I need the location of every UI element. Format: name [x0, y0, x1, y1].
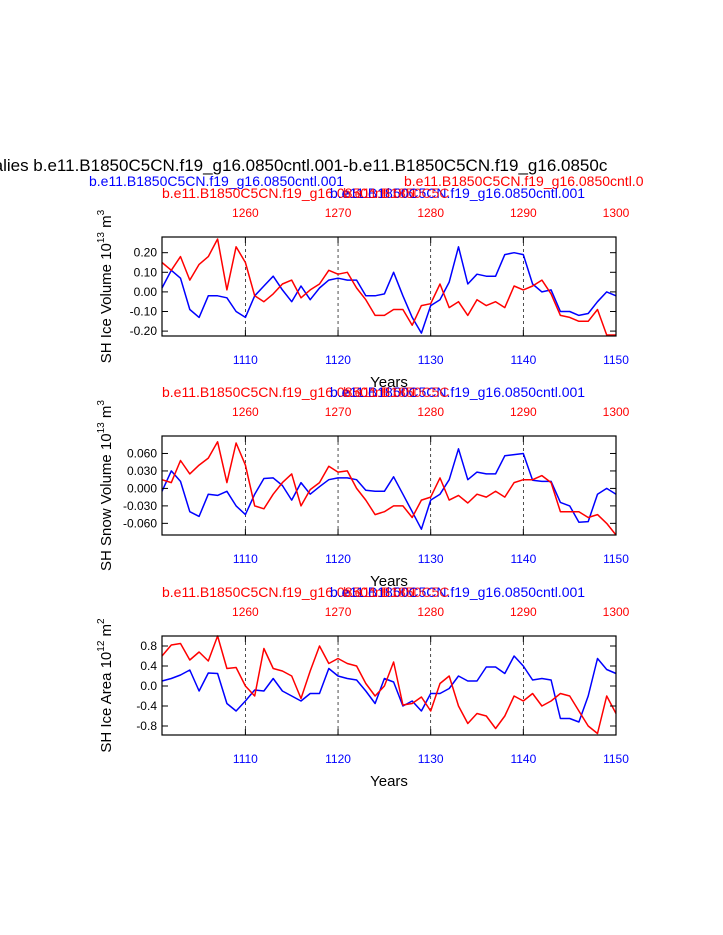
- series-line-red: [161, 238, 616, 336]
- y-tick-label: 0.00: [134, 285, 158, 299]
- y-axis-title-part: 12: [96, 640, 107, 652]
- x-tick-label-bottom: 1150: [603, 552, 629, 566]
- plot-frame: [161, 635, 617, 736]
- chart-panel-2: b.e11.B1850C5CN.f19_g16.0850cntl.001b.e1…: [96, 384, 630, 590]
- y-axis-title-part: 13: [96, 422, 107, 434]
- y-tick-label: 0.4: [140, 659, 157, 673]
- x-tick-label-top: 1270: [325, 206, 352, 220]
- y-tick-label: -0.030: [123, 499, 157, 513]
- x-tick-label-bottom: 1120: [325, 752, 351, 766]
- series-line-blue: [161, 655, 617, 723]
- top-blue-series-label: b.e11.B1850C5CN.f19_g16.0850cntl.001: [330, 185, 585, 201]
- top-red-series-label: b.e11.B1850C5CN.f19_g16.0850cntl.001: [162, 384, 417, 400]
- y-tick-label: -0.4: [136, 699, 157, 713]
- x-tick-label-top: 1260: [232, 206, 259, 220]
- x-tick-label-bottom: 1140: [510, 552, 536, 566]
- plot-frame: [161, 236, 617, 337]
- y-tick-label: 0.10: [134, 265, 158, 279]
- y-axis-title-part: SH Snow Volume 10: [98, 433, 115, 571]
- y-axis-title-part: m: [98, 624, 115, 641]
- top-red-series-label: b.e11.B1850C5CN.f19_g16.0850cntl.001: [162, 185, 417, 201]
- x-tick-label-top: 1260: [232, 405, 259, 419]
- top-red-series-label: b.e11.B1850C5CN.f19_g16.0850cntl.001: [162, 584, 417, 600]
- y-axis-title-part: SH Ice Volume 10: [98, 243, 115, 363]
- top-blue-series-label: b.e11.B1850C5CN.f19_g16.0850cntl.001: [330, 584, 585, 600]
- y-axis-title: SH Ice Volume 1013 m3: [96, 209, 115, 363]
- top-center-label: b.e11.B1850C5C: [343, 584, 449, 600]
- x-tick-label-bottom: 1150: [603, 353, 629, 367]
- y-tick-label: -0.8: [136, 719, 157, 733]
- x-tick-label-top: 1290: [510, 206, 537, 220]
- y-tick-label: 0.060: [127, 446, 157, 460]
- series-line-red: [161, 635, 617, 735]
- x-tick-label-top: 1280: [417, 605, 444, 619]
- series-line-red: [161, 441, 617, 536]
- y-axis-title-part: 13: [96, 232, 107, 244]
- x-tick-label-bottom: 1140: [510, 353, 536, 367]
- y-tick-label: -0.10: [130, 304, 158, 318]
- y-axis-title-part: 3: [96, 209, 107, 215]
- panels: b.e11.B1850C5CN.f19_g16.0850cntl.001b.e1…: [96, 185, 630, 790]
- y-axis-title-part: m: [98, 215, 115, 232]
- x-tick-label-bottom: 1110: [233, 752, 258, 766]
- y-tick-label: 0.030: [127, 464, 157, 478]
- x-tick-label-top: 1290: [510, 605, 537, 619]
- x-tick-label-top: 1270: [325, 605, 352, 619]
- top-center-label: b.e11.B1850C5C: [343, 185, 449, 201]
- y-tick-label: 0.0: [140, 679, 157, 693]
- legend-red-label: b.e11.B1850C5CN.f19_g16.0850cntl.0: [404, 173, 644, 189]
- plot-frame: [161, 435, 617, 536]
- x-tick-label-top: 1300: [603, 605, 630, 619]
- y-tick-label: 0.8: [140, 639, 157, 653]
- y-tick-label: -0.060: [123, 516, 157, 530]
- x-axis-title: Years: [370, 573, 408, 590]
- x-tick-label-top: 1280: [417, 405, 444, 419]
- legend-blue-label: b.e11.B1850C5CN.f19_g16.0850cntl.001: [89, 173, 344, 189]
- y-axis-title: SH Ice Area 1012 m2: [96, 618, 115, 753]
- chart-panel-3: b.e11.B1850C5CN.f19_g16.0850cntl.001b.e1…: [96, 584, 630, 790]
- x-tick-label-bottom: 1130: [418, 552, 444, 566]
- y-axis-title: SH Snow Volume 1013 m3: [96, 400, 115, 571]
- x-tick-label-bottom: 1120: [325, 353, 351, 367]
- figure-title: omalies b.e11.B1850C5CN.f19_g16.0850cntl…: [0, 156, 608, 175]
- x-tick-label-bottom: 1150: [603, 752, 629, 766]
- x-tick-label-top: 1290: [510, 405, 537, 419]
- x-tick-label-bottom: 1110: [233, 552, 258, 566]
- x-tick-label-bottom: 1130: [418, 353, 444, 367]
- chart-panel-1: b.e11.B1850C5CN.f19_g16.0850cntl.001b.e1…: [96, 185, 630, 391]
- x-axis-title: Years: [370, 374, 408, 391]
- y-axis-title-part: 2: [96, 618, 107, 624]
- series-line-blue: [161, 448, 617, 530]
- x-tick-label-bottom: 1120: [325, 552, 351, 566]
- top-center-label: b.e11.B1850C5C: [343, 384, 449, 400]
- y-tick-label: 0.000: [127, 481, 157, 495]
- series-line-blue: [161, 246, 617, 334]
- y-axis-title-part: 3: [96, 400, 107, 406]
- x-tick-label-bottom: 1140: [510, 752, 536, 766]
- x-tick-label-top: 1260: [232, 605, 259, 619]
- x-tick-label-top: 1300: [603, 405, 630, 419]
- x-tick-label-bottom: 1130: [418, 752, 444, 766]
- y-tick-label: -0.20: [130, 324, 158, 338]
- x-tick-label-top: 1300: [603, 206, 630, 220]
- y-tick-label: 0.20: [134, 246, 158, 260]
- top-blue-series-label: b.e11.B1850C5CN.f19_g16.0850cntl.001: [330, 384, 585, 400]
- y-axis-title-part: SH Ice Area 10: [98, 652, 115, 753]
- y-axis-title-part: m: [98, 406, 115, 423]
- x-tick-label-top: 1270: [325, 405, 352, 419]
- x-axis-title: Years: [370, 773, 408, 790]
- x-tick-label-top: 1280: [417, 206, 444, 220]
- x-tick-label-bottom: 1110: [233, 353, 258, 367]
